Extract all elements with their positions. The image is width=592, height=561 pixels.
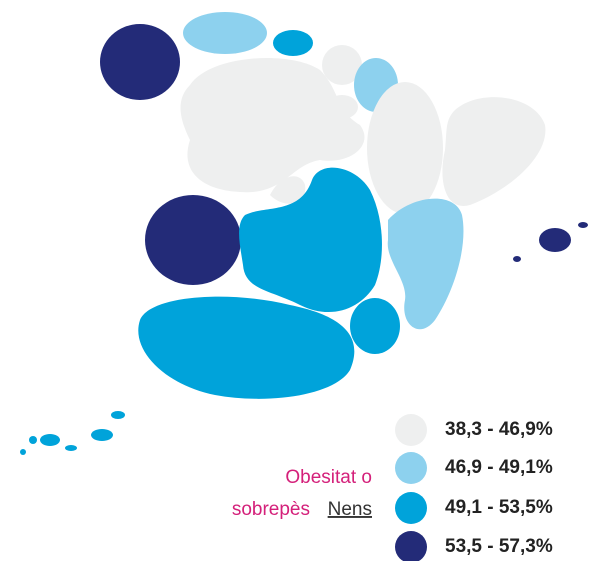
region (273, 30, 313, 56)
legend-label: 38,3 - 46,9% (445, 419, 553, 440)
legend-label: 46,9 - 49,1% (445, 457, 553, 478)
legend-link[interactable]: Nens (328, 499, 372, 520)
legend-title: sobrepès (232, 499, 310, 520)
region (111, 411, 125, 419)
legend-title: Obesitat o (285, 467, 372, 488)
legend-label: 53,5 - 57,3% (445, 536, 553, 557)
region (322, 45, 362, 85)
region (100, 24, 180, 100)
region (40, 434, 60, 446)
region (387, 198, 464, 330)
legend-label: 49,1 - 53,5% (445, 497, 553, 518)
region (350, 298, 400, 354)
region (145, 195, 241, 285)
region (367, 82, 443, 214)
region (65, 445, 77, 451)
region (442, 97, 546, 206)
region (578, 222, 588, 228)
region (91, 429, 113, 441)
legend-swatch (395, 492, 427, 524)
region (183, 12, 267, 54)
region (138, 296, 355, 399)
region (239, 167, 382, 313)
region (20, 449, 26, 455)
region (326, 95, 358, 119)
region (539, 228, 571, 252)
legend-swatch (395, 531, 427, 561)
regions (20, 12, 588, 455)
region (180, 58, 365, 193)
legend: 38,3 - 46,9% 46,9 - 49,1% 49,1 - 53,5% 53,5… (395, 414, 553, 561)
region (270, 176, 306, 204)
legend-swatch (395, 414, 427, 446)
region (29, 436, 37, 444)
region (513, 256, 521, 262)
legend-swatch (395, 452, 427, 484)
